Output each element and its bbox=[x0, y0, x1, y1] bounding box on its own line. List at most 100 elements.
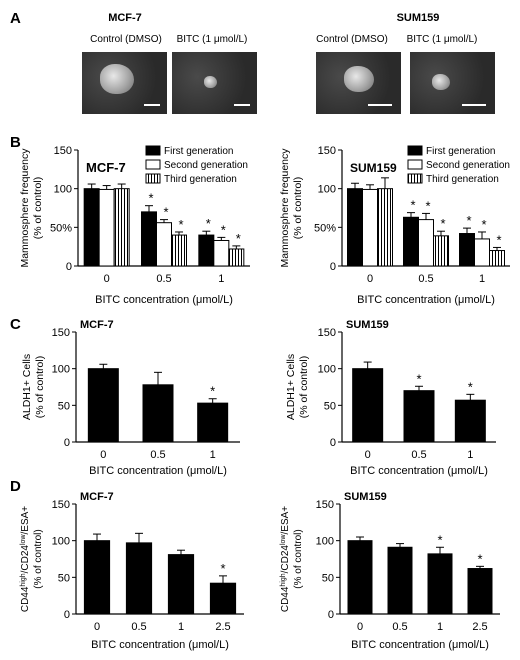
bar bbox=[83, 188, 100, 267]
mammosphere bbox=[344, 66, 374, 92]
y-tick-label: 100 bbox=[316, 536, 334, 548]
y-tick-label: 100 bbox=[318, 184, 336, 196]
chart-title: SUM159 bbox=[350, 161, 397, 175]
x-tick-label: 0 bbox=[104, 273, 110, 285]
y-tick-label: 150 bbox=[318, 327, 336, 339]
significance-asterisk: * bbox=[437, 532, 442, 547]
y-axis-label-superscript: high bbox=[280, 573, 287, 586]
y-tick-label: 0 bbox=[64, 437, 70, 449]
sum159-bitc-micrograph bbox=[410, 52, 495, 114]
y-axis-label-part: (% of control) bbox=[33, 529, 44, 588]
bar bbox=[474, 238, 490, 267]
y-tick-label: 100 bbox=[318, 364, 336, 376]
legend-swatch bbox=[145, 145, 161, 156]
significance-asterisk: * bbox=[496, 232, 501, 247]
y-axis-label-part: (% of control) bbox=[293, 529, 304, 588]
mcf7-photo-title: MCF-7 bbox=[108, 12, 142, 24]
legend-swatch bbox=[407, 145, 423, 156]
legend-swatch bbox=[407, 173, 423, 184]
sum159-control-micrograph bbox=[316, 52, 401, 114]
chart-title: SUM159 bbox=[346, 319, 389, 331]
bar bbox=[197, 402, 229, 443]
significance-asterisk: * bbox=[221, 222, 226, 237]
mcf7-bitc-micrograph bbox=[172, 52, 257, 114]
sum159-bitc-label: BITC (1 μmol/L) bbox=[406, 34, 478, 45]
bar bbox=[142, 384, 174, 443]
scale-bar bbox=[462, 104, 486, 106]
legend-label: Third generation bbox=[164, 174, 237, 185]
legend-label: Second generation bbox=[164, 160, 248, 171]
chart-title: MCF-7 bbox=[80, 319, 114, 331]
x-axis-label: BITC concentration (μmol/L) bbox=[350, 465, 488, 477]
significance-asterisk: * bbox=[466, 213, 471, 228]
sum159-aldh1-chart: 0 50 100 150 ALDH1+ Cells (% of control) SUM15… bbox=[285, 319, 496, 477]
significance-asterisk: * bbox=[477, 551, 482, 566]
x-tick-label: 0.5 bbox=[392, 621, 407, 633]
scale-bar bbox=[234, 104, 250, 106]
bar bbox=[467, 568, 493, 615]
significance-asterisk: * bbox=[440, 216, 445, 231]
bar bbox=[228, 248, 245, 267]
x-tick-label: 0.5 bbox=[131, 621, 146, 633]
x-axis-label: BITC concentration (μmol/L) bbox=[95, 294, 233, 306]
y-tick-label: 150 bbox=[318, 145, 336, 157]
bar bbox=[347, 540, 373, 615]
mcf7-cd44-chart: 0 50 100 150 CD44high/CD24low/ESA+(% of cont… bbox=[20, 491, 244, 651]
significance-asterisk: * bbox=[481, 217, 486, 232]
y-axis-label: (% of control) bbox=[293, 529, 304, 588]
sum159-mammosphere-chart: 0 50% 100 150 Mammosphere frequency (% of con… bbox=[279, 145, 510, 306]
significance-asterisk: * bbox=[206, 216, 211, 231]
mcf7-aldh1-chart: 0 50 100 150 ALDH1+ Cells (% of control) MCF-7… bbox=[21, 319, 240, 477]
y-tick-label: 0 bbox=[64, 609, 70, 621]
panel-b-label: B bbox=[10, 134, 21, 151]
bar bbox=[362, 188, 378, 267]
bar bbox=[403, 390, 435, 443]
significance-asterisk: * bbox=[468, 379, 473, 394]
sum159-control-label: Control (DMSO) bbox=[316, 34, 388, 45]
y-axis-label: (% of control) bbox=[292, 177, 304, 239]
bar bbox=[167, 554, 195, 615]
y-tick-label: 100 bbox=[54, 184, 72, 196]
bar bbox=[125, 542, 153, 615]
significance-asterisk: * bbox=[425, 198, 430, 213]
y-tick-label: 0 bbox=[66, 261, 72, 273]
legend-swatch bbox=[145, 173, 161, 184]
x-tick-label: 0.5 bbox=[411, 449, 426, 461]
y-tick-label: 50 bbox=[324, 400, 336, 412]
mammosphere bbox=[100, 64, 134, 94]
significance-asterisk: * bbox=[410, 198, 415, 213]
chart-title: MCF-7 bbox=[86, 160, 126, 175]
mcf7-mammosphere-chart: 0 50% 100 150 Mammosphere frequency (% of con… bbox=[19, 145, 250, 306]
y-tick-label: 150 bbox=[316, 499, 334, 511]
bar bbox=[171, 234, 187, 267]
y-tick-label: 150 bbox=[54, 145, 72, 157]
mammosphere bbox=[432, 74, 450, 90]
y-axis-label-superscript: low bbox=[280, 534, 287, 545]
x-tick-label: 0.5 bbox=[150, 449, 165, 461]
y-tick-label: 0 bbox=[328, 609, 334, 621]
x-tick-label: 1 bbox=[178, 621, 184, 633]
y-axis-label: ALDH1+ Cells bbox=[285, 354, 297, 420]
bar bbox=[113, 188, 130, 267]
x-tick-label: 2.5 bbox=[215, 621, 230, 633]
legend-swatch bbox=[145, 159, 161, 170]
y-tick-label: 100 bbox=[52, 364, 70, 376]
y-axis-label-part: /ESA+ bbox=[280, 506, 291, 535]
chart-title: MCF-7 bbox=[80, 491, 114, 503]
bar bbox=[489, 250, 505, 267]
x-tick-label: 0 bbox=[365, 449, 371, 461]
bar bbox=[141, 211, 157, 267]
bar bbox=[377, 188, 393, 267]
y-tick-label: 50 bbox=[58, 572, 70, 584]
panel-d-label: D bbox=[10, 478, 21, 495]
legend-label: Third generation bbox=[426, 174, 499, 185]
x-tick-label: 1 bbox=[218, 273, 224, 285]
legend-label: First generation bbox=[164, 146, 233, 157]
bar bbox=[213, 239, 230, 267]
bar bbox=[347, 188, 363, 267]
y-tick-label: 0 bbox=[330, 437, 336, 449]
bar bbox=[87, 368, 119, 443]
y-axis-label-part: /CD24 bbox=[20, 545, 31, 574]
bar bbox=[83, 540, 111, 615]
bar bbox=[459, 233, 475, 267]
